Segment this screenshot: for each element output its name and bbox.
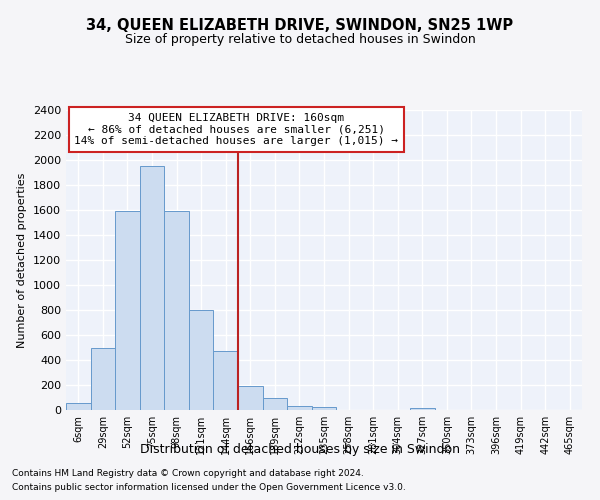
Bar	[410, 408, 434, 410]
Bar	[140, 166, 164, 410]
Bar	[214, 351, 238, 410]
Text: 34 QUEEN ELIZABETH DRIVE: 160sqm
← 86% of detached houses are smaller (6,251)
14: 34 QUEEN ELIZABETH DRIVE: 160sqm ← 86% o…	[74, 113, 398, 146]
Bar	[66, 402, 91, 410]
Text: Size of property relative to detached houses in Swindon: Size of property relative to detached ho…	[125, 32, 475, 46]
Bar	[115, 211, 140, 410]
Y-axis label: Number of detached properties: Number of detached properties	[17, 172, 28, 348]
Bar	[91, 348, 115, 410]
Bar	[312, 406, 336, 410]
Bar	[238, 386, 263, 410]
Bar	[164, 211, 189, 410]
Text: Contains HM Land Registry data © Crown copyright and database right 2024.: Contains HM Land Registry data © Crown c…	[12, 468, 364, 477]
Text: 34, QUEEN ELIZABETH DRIVE, SWINDON, SN25 1WP: 34, QUEEN ELIZABETH DRIVE, SWINDON, SN25…	[86, 18, 514, 32]
Bar	[189, 310, 214, 410]
Text: Contains public sector information licensed under the Open Government Licence v3: Contains public sector information licen…	[12, 484, 406, 492]
Bar	[263, 398, 287, 410]
Text: Distribution of detached houses by size in Swindon: Distribution of detached houses by size …	[140, 444, 460, 456]
Bar	[287, 406, 312, 410]
